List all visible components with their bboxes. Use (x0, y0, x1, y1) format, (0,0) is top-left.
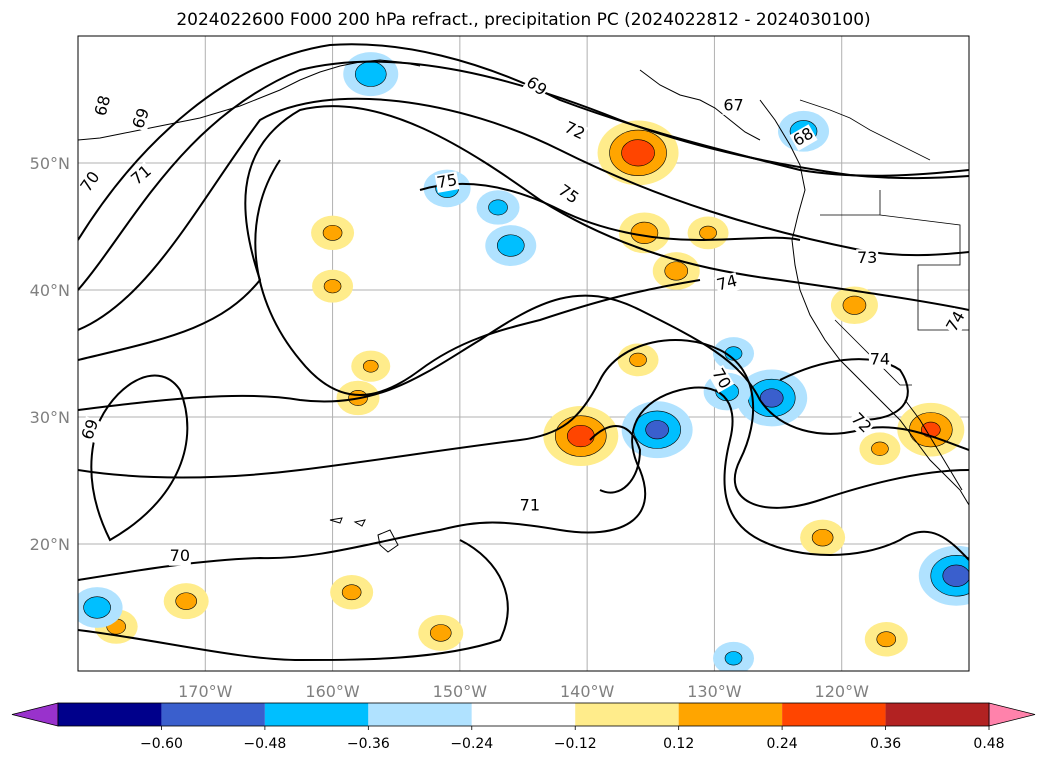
colorbar: −0.60 −0.48 −0.36 −0.24 −0.12 0.12 0.24 0.36 0.4… (11, 702, 1036, 752)
precip-blob (713, 641, 755, 671)
colorbar-segment (782, 703, 886, 726)
x-axis-ticks: 170°W 160°W 150°W 140°W 130°W 120°W (178, 682, 869, 701)
precip-blob (312, 269, 354, 303)
precip-blob (830, 286, 878, 325)
colorbar-segment (161, 703, 265, 726)
x-tick-label: 170°W (178, 682, 233, 701)
precip-blob (418, 614, 464, 651)
precip-blob (543, 406, 619, 467)
colorbar-segment (471, 703, 576, 726)
colorbar-tick-label: −0.36 (347, 736, 390, 752)
x-tick-label: 160°W (305, 682, 360, 701)
contour-label: 75 (435, 170, 458, 192)
y-tick-label: 30°N (30, 408, 70, 427)
contour-label: 71 (520, 495, 540, 514)
x-tick-label: 140°W (560, 682, 615, 701)
precip-blob (918, 545, 969, 606)
chart-title: 2024022600 F000 200 hPa refract., precip… (176, 10, 871, 30)
contour-label: 67 (723, 95, 743, 114)
contour-label: 73 (857, 248, 877, 267)
colorbar-segment (678, 703, 783, 726)
precip-blob (351, 350, 391, 382)
precip-blob (78, 587, 123, 628)
precip-blob (476, 190, 520, 225)
x-tick-label: 130°W (687, 682, 742, 701)
precip-blob (713, 337, 755, 370)
colorbar-segment (264, 703, 369, 726)
precip-blob (652, 252, 700, 290)
precip-blob (311, 215, 355, 251)
precip-blob (343, 52, 399, 97)
x-tick-label: 120°W (815, 682, 870, 701)
y-tick-label: 50°N (30, 154, 70, 173)
contour-label: 74 (715, 271, 740, 295)
colorbar-segment (58, 703, 162, 726)
colorbar-tick-label: −0.24 (450, 736, 493, 752)
x-tick-label: 150°W (433, 682, 488, 701)
precip-blob (485, 225, 537, 266)
colorbar-tick-label: −0.12 (554, 736, 597, 752)
y-axis-ticks: 20°N 30°N 40°N 50°N (30, 154, 70, 554)
precip-blob (859, 432, 901, 466)
plot-frame (77, 35, 970, 672)
y-tick-label: 20°N (30, 535, 70, 554)
colorbar-tick-label: 0.48 (973, 736, 1004, 752)
contour-label: 74 (870, 349, 890, 368)
contour-label: 68 (91, 93, 115, 118)
colorbar-tick-label: 0.12 (663, 736, 694, 752)
colorbar-segment (885, 703, 989, 726)
precip-blob (687, 216, 729, 250)
colorbar-tick-label: 0.36 (870, 736, 901, 752)
colorbar-tick-label: 0.24 (767, 736, 798, 752)
precip-blob (163, 583, 209, 620)
contour-label: 70 (170, 546, 190, 565)
grid-lines (78, 36, 969, 671)
precip-blob (617, 343, 659, 377)
y-tick-label: 40°N (30, 281, 70, 300)
colorbar-segment (575, 703, 679, 726)
colorbar-tick-label: −0.48 (243, 736, 286, 752)
precip-blob (330, 575, 374, 610)
precip-blob (597, 120, 679, 186)
precip-blob (618, 212, 670, 254)
colorbar-tick-label: −0.60 (140, 736, 183, 752)
colorbar-max-arrow (988, 702, 1036, 727)
colorbar-segment (368, 703, 472, 726)
precip-blob (864, 622, 908, 657)
colorbar-min-arrow (11, 702, 59, 727)
precip-blob (800, 519, 846, 556)
